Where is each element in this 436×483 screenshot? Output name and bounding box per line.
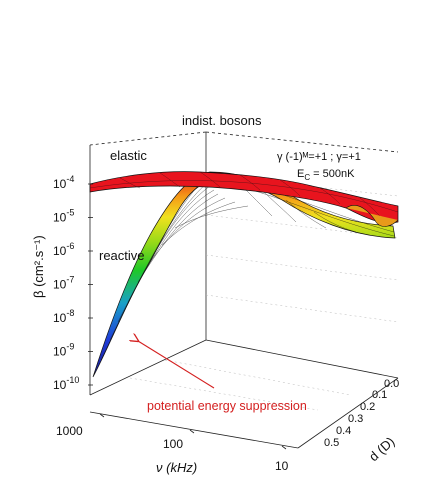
y-axis-label: d (D) — [366, 434, 398, 464]
reactive-label: reactive — [99, 248, 145, 263]
y-tick-4: 0.4 — [336, 425, 351, 437]
z-tick-label: 10-6 — [53, 241, 74, 258]
elastic-surface — [89, 171, 399, 227]
z-tick-label: 10-5 — [53, 208, 74, 225]
suppression-arrow — [138, 341, 215, 389]
z-axis: 10-4 10-5 10-6 10-7 10-8 10-9 10-10 β (cm².s⁻¹… — [31, 174, 93, 392]
params-line2: EC = 500nK — [297, 168, 355, 182]
elastic-mesh — [89, 171, 399, 217]
z-tick-labels: 10-4 10-5 10-6 10-7 10-8 10-9 10-10 — [53, 174, 93, 392]
x-axis-label: ν (kHz) — [156, 460, 197, 475]
floor-right-edge — [297, 377, 399, 449]
z-tick-label: 10-10 — [53, 375, 79, 392]
x-axis: 1000 100 10 ν (kHz) — [56, 413, 289, 475]
y-tick-0: 0.0 — [384, 378, 399, 390]
y-tick-2: 0.2 — [360, 401, 375, 413]
z-tick-label: 10-8 — [53, 308, 74, 325]
x-tick-100: 100 — [163, 437, 183, 451]
z-axis-label: β (cm².s⁻¹) — [31, 235, 46, 298]
elastic-label: elastic — [110, 148, 147, 163]
floor-front-edge — [89, 411, 299, 449]
y-tick-1: 0.1 — [372, 389, 387, 401]
suppression-label: potential energy suppression — [147, 399, 307, 413]
back-right-top-edge — [205, 131, 399, 153]
y-tick-3: 0.3 — [348, 413, 363, 425]
y-axis: 0.0 0.1 0.2 0.3 0.4 0.5 d (D) — [324, 378, 399, 464]
reactive-surface — [92, 171, 396, 378]
z-tick-label: 10-7 — [53, 275, 74, 292]
floor-back-edge — [205, 339, 399, 379]
floor-left-edge — [89, 339, 207, 396]
y-tick-5: 0.5 — [324, 437, 339, 449]
z-tick-label: 10-9 — [53, 342, 74, 359]
x-tick-1000: 1000 — [56, 424, 83, 438]
back-left-top-edge — [89, 131, 207, 146]
x-tick-10: 10 — [275, 459, 289, 473]
params-line1: γ (-1)ᴹ=+1 ; γ=+1 — [277, 151, 361, 163]
chart-title: indist. bosons — [182, 113, 262, 128]
z-tick-label: 10-4 — [53, 174, 74, 191]
elastic-edge-wave — [345, 205, 399, 227]
